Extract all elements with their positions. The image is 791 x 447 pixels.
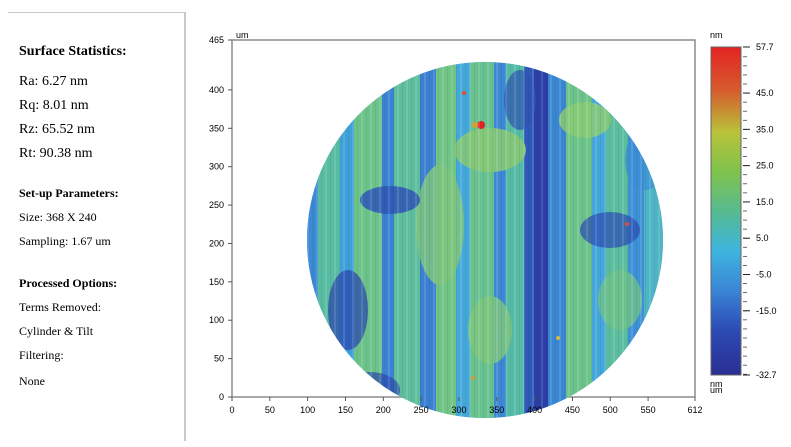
y-tick-label: 465 — [209, 35, 224, 45]
processed-options-heading: Processed Options: — [19, 276, 118, 290]
x-tick-label: 500 — [603, 405, 618, 415]
colorbar — [710, 46, 742, 376]
surface-statistics-heading: Surface Statistics: — [19, 44, 127, 59]
colorbar-tick-label: 5.0 — [756, 233, 769, 243]
x-axis-unit-label: um — [710, 385, 723, 395]
x-tick-label: 50 — [265, 405, 275, 415]
colorbar-tick-label: 25.0 — [756, 161, 774, 171]
sampling-value: Sampling: 1.67 um — [19, 234, 111, 248]
colorbar-tick-label: -5.0 — [756, 269, 772, 279]
y-tick-label: 250 — [209, 200, 224, 210]
setup-parameters-heading: Set-up Parameters: — [19, 186, 119, 200]
y-tick-label: 350 — [209, 123, 224, 133]
ra-value: Ra: 6.27 nm — [19, 74, 88, 89]
y-tick-label: 0 — [219, 392, 224, 402]
x-tick-label: 300 — [451, 405, 466, 415]
size-value: Size: 368 X 240 — [19, 210, 97, 224]
statistics-panel: Surface Statistics: Ra: 6.27 nm Rq: 8.01… — [8, 12, 186, 441]
terms-removed-value: Cylinder & Tilt — [19, 324, 94, 338]
x-tick-label: 612 — [687, 405, 702, 415]
colorbar-tick-label: 45.0 — [756, 88, 774, 98]
y-tick-labels: 0 50 100 150 200 250 300 350 400 465 — [209, 35, 224, 402]
colorbar-tick-label: 35.0 — [756, 124, 774, 134]
colorbar-ticks: 57.7 45.0 35.0 25.0 15.0 5.0 -5.0 -15.0 -32.7 nm — [710, 42, 777, 389]
x-tick-label: 150 — [338, 405, 353, 415]
x-tick-label: 550 — [641, 405, 656, 415]
filtering-value: None — [19, 374, 45, 388]
x-tick-label: 450 — [565, 405, 580, 415]
y-tick-label: 50 — [214, 354, 224, 364]
x-tick-label: 250 — [414, 405, 429, 415]
rq-value: Rq: 8.01 nm — [19, 98, 89, 113]
x-tick-label: 200 — [376, 405, 391, 415]
y-tick-label: 150 — [209, 277, 224, 287]
colorbar-tick-label: 15.0 — [756, 197, 774, 207]
colorbar-unit-top: nm — [710, 30, 723, 40]
y-tick-label: 100 — [209, 315, 224, 325]
x-tick-label: 100 — [300, 405, 315, 415]
colorbar-tick-label: 57.7 — [756, 42, 774, 52]
x-tick-label: 0 — [229, 405, 234, 415]
surface-height-map — [307, 62, 663, 418]
terms-removed-label: Terms Removed: — [19, 300, 102, 314]
y-tick-label: 200 — [209, 238, 224, 248]
surface-map-svg: um um 0 50 100 150 200 250 300 350 400 450 500 550 6… — [209, 30, 777, 418]
y-tick-label: 300 — [209, 162, 224, 172]
colorbar-tick-label: -32.7 — [756, 370, 777, 380]
colorbar-unit-bottom: nm — [710, 379, 723, 389]
surface-map-plot: um um 0 50 100 150 200 250 300 350 400 450 500 550 6… — [190, 0, 791, 442]
x-tick-label: 350 — [489, 405, 504, 415]
filtering-label: Filtering: — [19, 348, 64, 362]
y-tick-label: 400 — [209, 85, 224, 95]
rt-value: Rt: 90.38 nm — [19, 146, 93, 161]
x-tick-labels: 0 50 100 150 200 250 300 350 400 450 500 550 612 — [229, 405, 702, 415]
colorbar-tick-label: -15.0 — [756, 306, 777, 316]
y-axis-unit-label: um — [236, 30, 249, 40]
x-tick-label: 400 — [527, 405, 542, 415]
rz-value: Rz: 65.52 nm — [19, 122, 95, 137]
axis-ticks — [228, 39, 696, 401]
